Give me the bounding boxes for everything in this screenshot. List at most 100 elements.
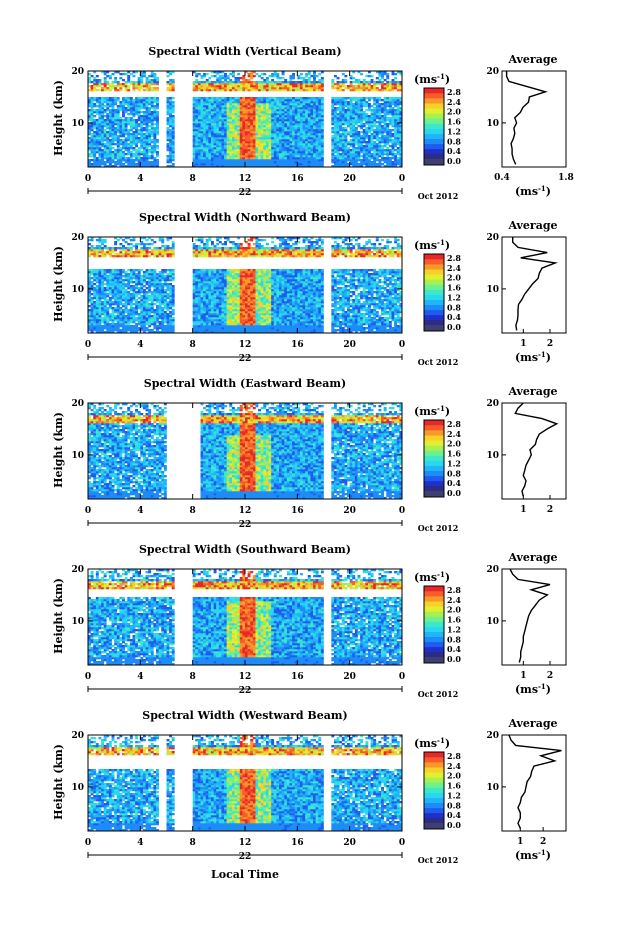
- heatmap-cell: [331, 83, 334, 85]
- heatmap-cell: [109, 131, 112, 133]
- heatmap-cell: [274, 81, 277, 83]
- heatmap-cell: [198, 149, 201, 151]
- heatmap-cell: [219, 107, 222, 109]
- heatmap-cell: [201, 147, 204, 149]
- heatmap-cell: [235, 117, 238, 119]
- heatmap-cell: [146, 89, 149, 91]
- heatmap-cell: [221, 117, 224, 119]
- heatmap-cell: [253, 151, 256, 153]
- heatmap-cell: [156, 147, 159, 149]
- heatmap-cell: [135, 151, 138, 153]
- heatmap-cell: [211, 115, 214, 117]
- heatmap-cell: [151, 83, 154, 85]
- heatmap-cell: [358, 155, 361, 157]
- heatmap-cell: [371, 163, 374, 165]
- heatmap-cell: [143, 157, 146, 159]
- heatmap-cell: [208, 157, 211, 159]
- heatmap-cell: [242, 115, 245, 117]
- heatmap-cell: [255, 131, 258, 133]
- colorbar-swatch: [424, 159, 444, 165]
- heatmap-cell: [125, 157, 128, 159]
- heatmap-cell: [355, 159, 358, 161]
- heatmap-cell: [318, 157, 321, 159]
- heatmap-cell: [334, 107, 337, 109]
- heatmap-cell: [373, 149, 376, 151]
- heatmap-cell: [224, 133, 227, 135]
- heatmap-cell: [394, 135, 397, 137]
- heatmap-cell: [289, 139, 292, 141]
- heatmap-cell: [221, 161, 224, 163]
- heatmap-cell: [98, 251, 101, 253]
- heatmap-cell: [313, 101, 316, 103]
- heatmap-cell: [245, 125, 248, 127]
- heatmap-cell: [292, 111, 295, 113]
- heatmap-cell: [119, 135, 122, 137]
- heatmap-cell: [337, 155, 340, 157]
- average-x-tick-label: 1.8: [558, 173, 574, 183]
- heatmap-cell: [167, 145, 170, 147]
- heatmap-cell: [344, 123, 347, 125]
- heatmap-cell: [208, 139, 211, 141]
- heatmap-cell: [334, 111, 337, 113]
- heatmap-cell: [167, 83, 170, 85]
- heatmap-cell: [91, 117, 94, 119]
- heatmap-cell: [261, 153, 264, 155]
- heatmap-cell: [214, 137, 217, 139]
- heatmap-cell: [263, 149, 266, 151]
- heatmap-cell: [229, 127, 232, 129]
- heatmap-cell: [297, 99, 300, 101]
- heatmap-cell: [125, 87, 128, 89]
- heatmap-cell: [140, 79, 143, 81]
- heatmap-cell: [321, 79, 324, 81]
- heatmap-cell: [114, 113, 117, 115]
- heatmap-cell: [98, 323, 101, 325]
- heatmap-cell: [371, 85, 374, 87]
- heatmap-cell: [135, 155, 138, 157]
- heatmap-cell: [146, 137, 149, 139]
- heatmap-cell: [198, 101, 201, 103]
- heatmap-cell: [232, 157, 235, 159]
- heatmap-cell: [386, 109, 389, 111]
- heatmap-cell: [316, 119, 319, 121]
- heatmap-cell: [167, 137, 170, 139]
- heatmap-cell: [98, 329, 101, 331]
- heatmap-cell: [140, 115, 143, 117]
- heatmap-cell: [96, 141, 99, 143]
- heatmap-cell: [271, 143, 274, 145]
- heatmap-cell: [98, 107, 101, 109]
- heatmap-cell: [91, 147, 94, 149]
- heatmap-cell: [135, 109, 138, 111]
- heatmap-cell: [237, 109, 240, 111]
- heatmap-cell: [355, 99, 358, 101]
- heatmap-cell: [355, 133, 358, 135]
- heatmap-cell: [258, 119, 261, 121]
- heatmap-cell: [305, 143, 308, 145]
- heatmap-cell: [358, 133, 361, 135]
- heatmap-cell: [397, 115, 400, 117]
- heatmap-cell: [258, 109, 261, 111]
- heatmap-cell: [394, 101, 397, 103]
- heatmap-cell: [386, 155, 389, 157]
- heatmap-cell: [146, 103, 149, 105]
- heatmap-cell: [397, 161, 400, 163]
- heatmap-cell: [376, 87, 379, 89]
- heatmap-cell: [342, 149, 345, 151]
- heatmap-cell: [93, 109, 96, 111]
- heatmap-cell: [132, 75, 135, 77]
- heatmap-cell: [151, 87, 154, 89]
- heatmap-cell: [266, 123, 269, 125]
- colorbar-swatch: [424, 98, 444, 103]
- heatmap-cell: [245, 79, 248, 81]
- heatmap-cell: [156, 125, 159, 127]
- heatmap-cell: [211, 117, 214, 119]
- heatmap-cell: [101, 135, 104, 137]
- heatmap-cell: [96, 83, 99, 85]
- heatmap-cell: [146, 109, 149, 111]
- heatmap-cell: [195, 131, 198, 133]
- heatmap-cell: [363, 161, 366, 163]
- heatmap-cell: [279, 117, 282, 119]
- heatmap-cell: [91, 135, 94, 137]
- heatmap-cell: [138, 153, 141, 155]
- heatmap-cell: [96, 81, 99, 83]
- heatmap-cell: [167, 147, 170, 149]
